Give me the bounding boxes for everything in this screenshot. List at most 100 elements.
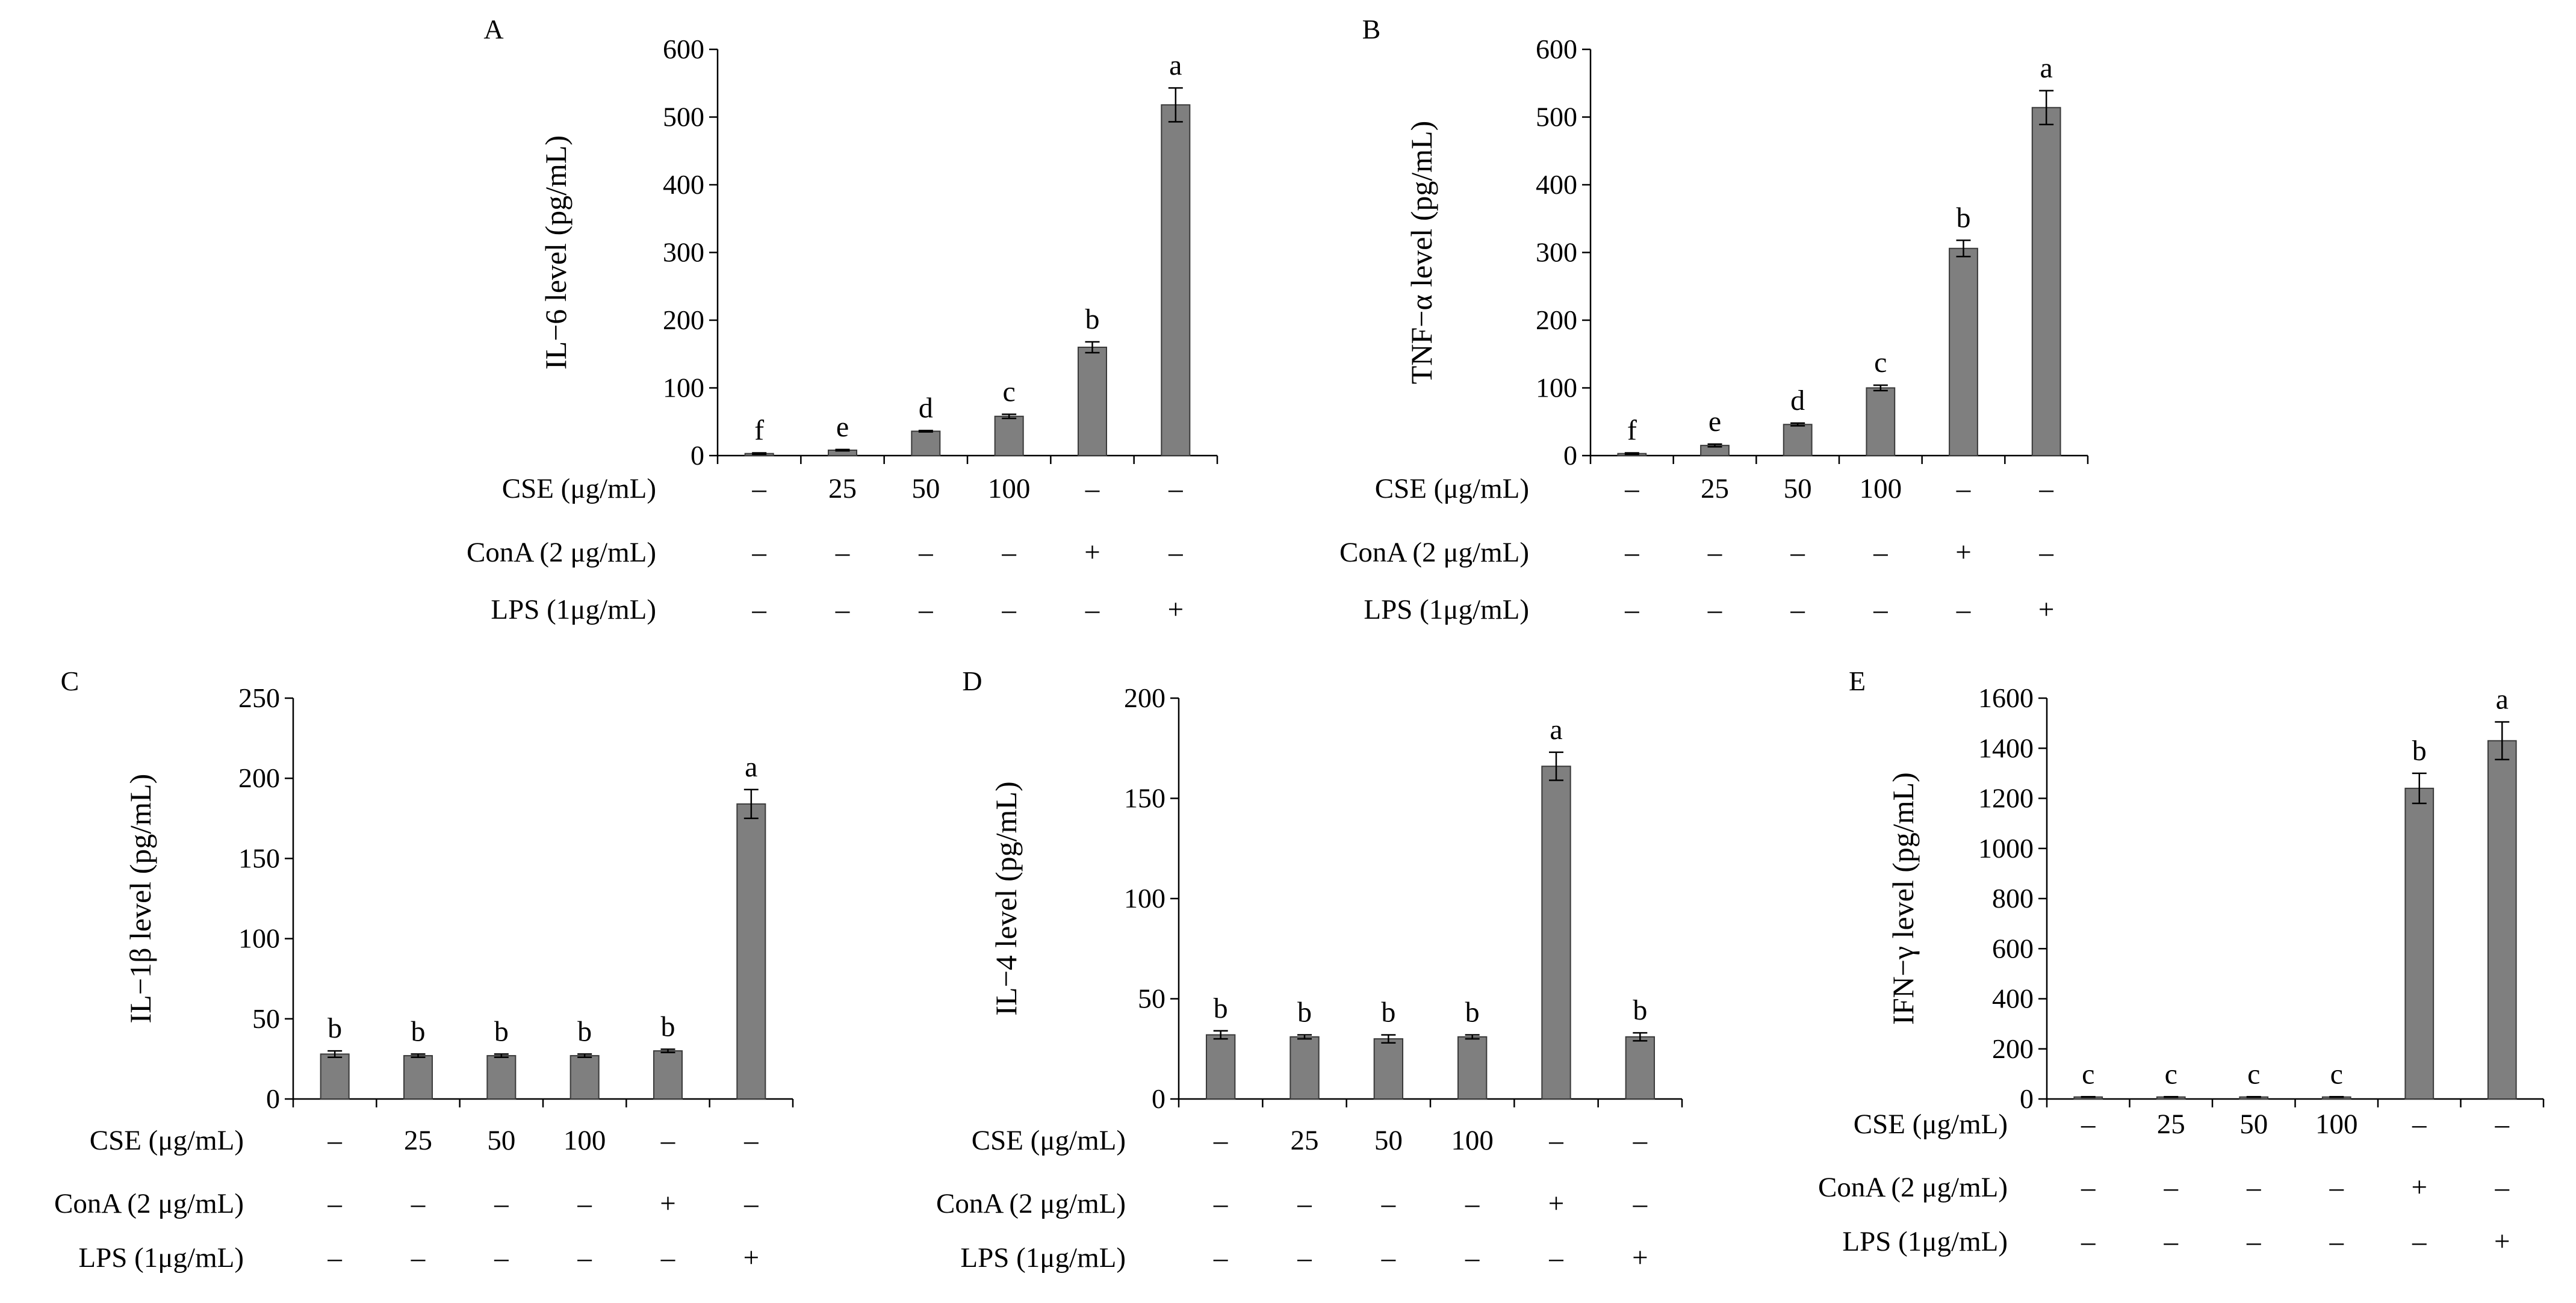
bar bbox=[2404, 787, 2435, 1100]
bar bbox=[994, 415, 1024, 456]
y-tick-label: 100 bbox=[1124, 883, 1165, 914]
treatment-cell: – bbox=[411, 1242, 426, 1274]
treatment-cell: 25 bbox=[2157, 1109, 2185, 1140]
treatment-cell: – bbox=[1465, 1242, 1480, 1274]
significance-letter: b bbox=[661, 1011, 675, 1042]
y-tick-label: 0 bbox=[1563, 440, 1577, 471]
y-axis-title: IL−6 level (pg/mL) bbox=[539, 135, 573, 370]
bar bbox=[1949, 247, 1978, 456]
treatment-cell: – bbox=[327, 1125, 342, 1156]
significance-letter: b bbox=[577, 1015, 592, 1047]
significance-letter: c bbox=[2247, 1058, 2260, 1090]
y-tick-label: 50 bbox=[1138, 983, 1165, 1014]
treatment-cell: – bbox=[494, 1188, 509, 1219]
bar bbox=[653, 1050, 683, 1100]
y-tick-label: 1400 bbox=[1978, 732, 2034, 763]
bar bbox=[1205, 1034, 1236, 1100]
y-tick-label: 0 bbox=[691, 440, 704, 471]
treatment-cell: – bbox=[1873, 594, 1888, 625]
treatment-cell: 100 bbox=[1451, 1125, 1494, 1156]
bar bbox=[2487, 740, 2517, 1100]
bar bbox=[1541, 766, 1571, 1100]
bar bbox=[1373, 1038, 1404, 1100]
treatment-cell: – bbox=[2412, 1109, 2427, 1140]
treatment-cell: – bbox=[918, 537, 933, 568]
treatment-cell: – bbox=[1381, 1242, 1396, 1274]
bar bbox=[570, 1055, 600, 1100]
treatment-cell: 25 bbox=[1291, 1125, 1319, 1156]
treatment-cell: – bbox=[1707, 594, 1722, 625]
treatment-cell: – bbox=[1956, 594, 1971, 625]
treatment-cell: – bbox=[2038, 473, 2053, 504]
treatment-cell: – bbox=[918, 594, 933, 625]
bar bbox=[736, 803, 766, 1100]
treatment-cell: – bbox=[2081, 1109, 2096, 1140]
treatment-cell: – bbox=[2412, 1226, 2427, 1257]
panel-d: D 0 50 100 150 200 IL−4 level (pg/mL) b b b b a b CSE… bbox=[936, 666, 1683, 1274]
y-tick-label: 250 bbox=[238, 682, 280, 713]
treatment-cell: – bbox=[2081, 1226, 2096, 1257]
y-axis-title: IFN−γ level (pg/mL) bbox=[1886, 772, 1920, 1025]
significance-letter: f bbox=[754, 415, 764, 447]
treatment-row-label: LPS (1μg/mL) bbox=[78, 1242, 244, 1274]
treatment-cell: – bbox=[660, 1242, 675, 1274]
treatment-cell: – bbox=[1624, 473, 1639, 504]
significance-letter: e bbox=[836, 411, 849, 443]
treatment-cell: + bbox=[2411, 1172, 2427, 1203]
y-tick-label: 200 bbox=[238, 763, 280, 793]
significance-letter: d bbox=[1790, 385, 1805, 416]
significance-letter: b bbox=[1085, 303, 1100, 335]
treatment-cell: – bbox=[1707, 537, 1722, 568]
y-tick-label: 1000 bbox=[1978, 833, 2034, 864]
y-tick-label: 300 bbox=[663, 237, 704, 268]
treatment-row-label: CSE (μg/mL) bbox=[502, 473, 656, 504]
y-tick-label: 600 bbox=[663, 34, 704, 64]
significance-letter: b bbox=[1297, 996, 1312, 1028]
y-tick-label: 500 bbox=[663, 102, 704, 132]
significance-letter: b bbox=[411, 1015, 426, 1047]
significance-letter: e bbox=[1709, 406, 1721, 438]
y-tick-label: 800 bbox=[1992, 883, 2034, 914]
treatment-cell: 25 bbox=[404, 1125, 432, 1156]
bar bbox=[1290, 1036, 1320, 1100]
treatment-cell: – bbox=[494, 1242, 509, 1274]
panel-letter: A bbox=[483, 14, 503, 45]
treatment-cell: – bbox=[1297, 1242, 1312, 1274]
treatment-cell: – bbox=[1633, 1125, 1648, 1156]
panel-b: B 0 100 200 300 400 500 600 TNF−α level (pg/mL) f… bbox=[1339, 14, 2089, 625]
panel-e: E 0 200 400 600 800 1000 1200 1400 1600 IFN−γ leve… bbox=[1818, 666, 2545, 1257]
treatment-row-label: LPS (1μg/mL) bbox=[491, 594, 656, 625]
y-tick-label: 200 bbox=[1536, 305, 1577, 335]
significance-letter: a bbox=[2496, 684, 2509, 716]
treatment-cell: + bbox=[1168, 594, 1184, 625]
treatment-cell: – bbox=[2164, 1172, 2179, 1203]
significance-letter: b bbox=[1957, 202, 1971, 234]
treatment-cell: – bbox=[327, 1188, 342, 1219]
treatment-cell: – bbox=[1624, 594, 1639, 625]
treatment-row-label: CSE (μg/mL) bbox=[90, 1125, 244, 1156]
treatment-cell: – bbox=[1790, 594, 1805, 625]
treatment-cell: – bbox=[1790, 537, 1805, 568]
significance-letter: b bbox=[1633, 994, 1647, 1026]
treatment-cell: – bbox=[743, 1188, 759, 1219]
treatment-cell: + bbox=[743, 1242, 760, 1274]
y-axis-title: IL−4 level (pg/mL) bbox=[989, 781, 1023, 1015]
y-tick-label: 50 bbox=[252, 1003, 280, 1034]
treatment-cell: – bbox=[2246, 1172, 2261, 1203]
treatment-cell: – bbox=[835, 594, 850, 625]
y-tick-label: 0 bbox=[2020, 1083, 2034, 1114]
treatment-cell: – bbox=[2495, 1172, 2510, 1203]
treatment-row-label: LPS (1μg/mL) bbox=[1364, 594, 1529, 625]
y-tick-label: 1200 bbox=[1978, 783, 2034, 814]
bar bbox=[320, 1053, 350, 1100]
treatment-cell: – bbox=[1213, 1125, 1228, 1156]
treatment-cell: – bbox=[411, 1188, 426, 1219]
treatment-row-label: ConA (2 μg/mL) bbox=[1818, 1172, 2008, 1203]
treatment-cell: – bbox=[327, 1242, 342, 1274]
bar bbox=[403, 1055, 433, 1100]
panel-letter: C bbox=[61, 666, 79, 696]
significance-letter: c bbox=[2165, 1058, 2177, 1090]
treatment-cell: – bbox=[751, 473, 766, 504]
treatment-cell: – bbox=[1624, 537, 1639, 568]
significance-letter: c bbox=[2330, 1058, 2343, 1090]
